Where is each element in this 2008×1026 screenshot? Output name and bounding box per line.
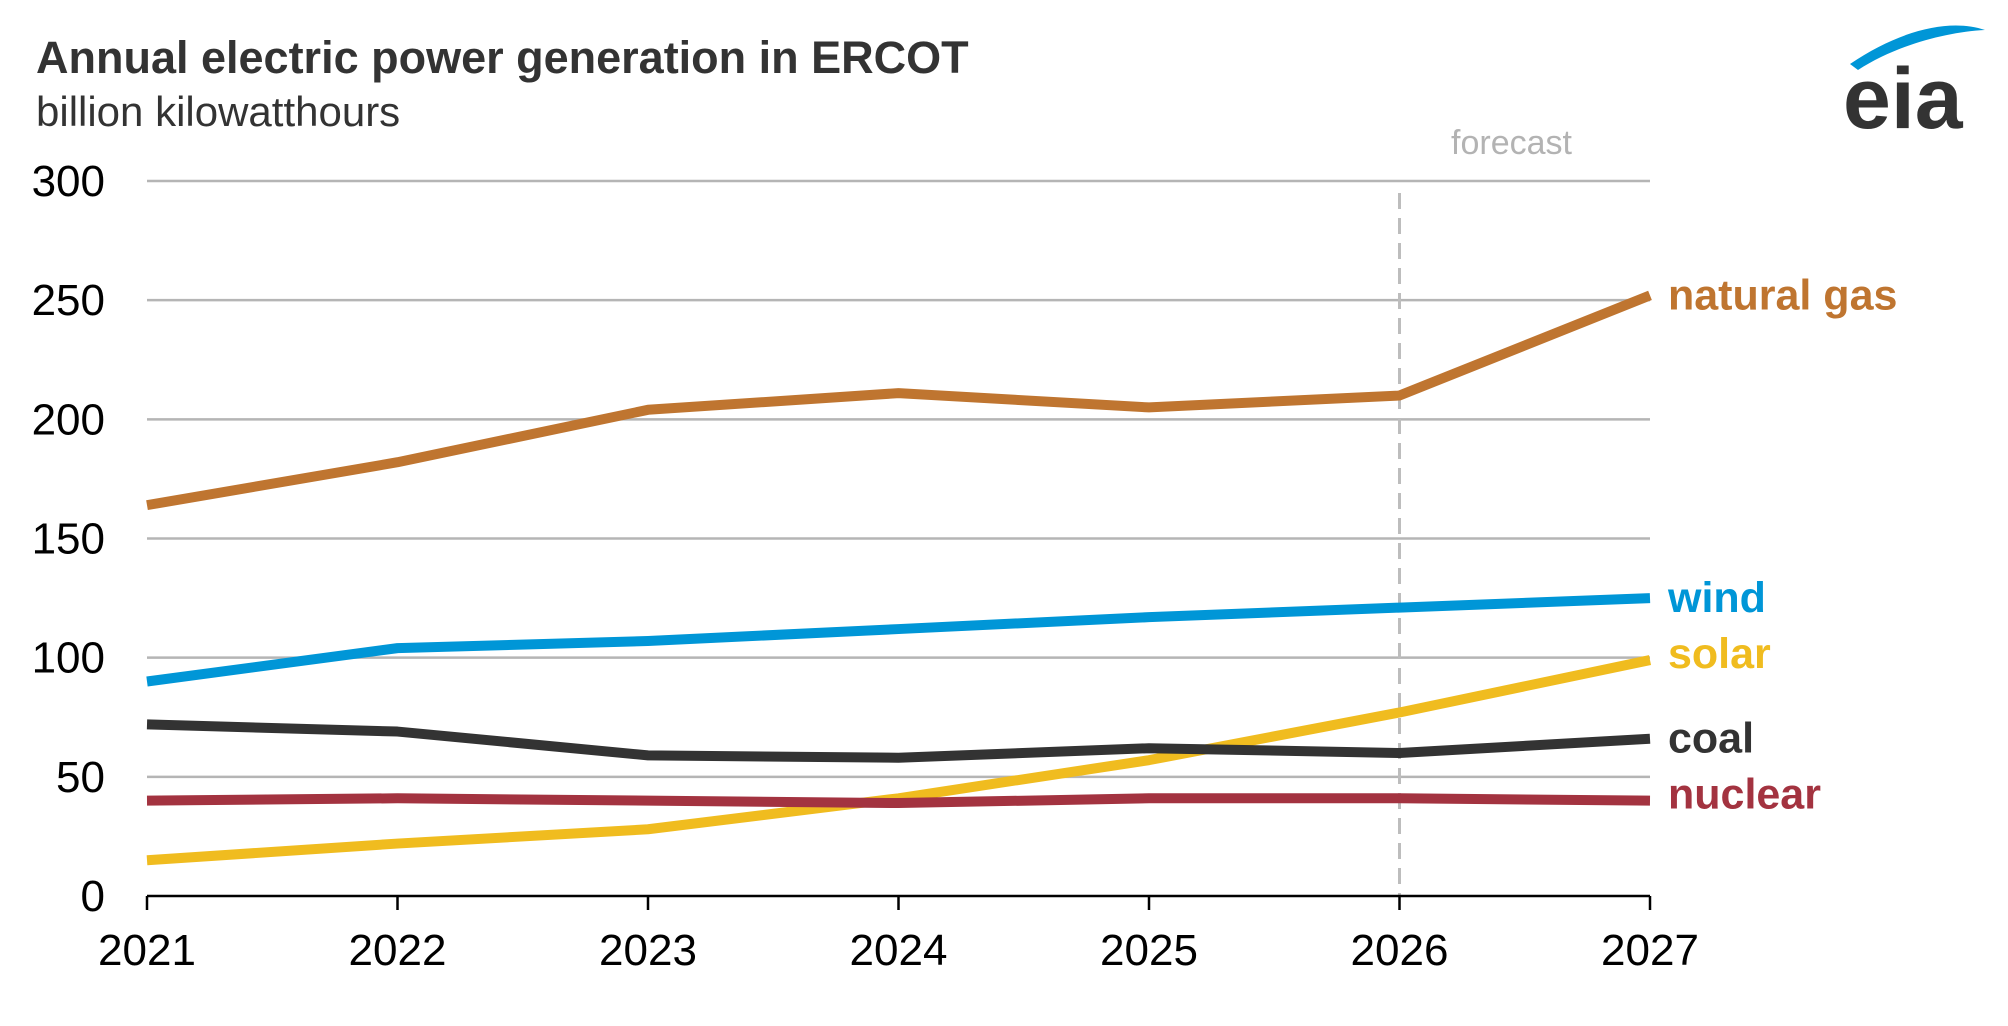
- series-label-wind: wind: [1667, 574, 1766, 622]
- series-lines: [146, 290, 1652, 866]
- series-label-coal: coal: [1668, 715, 1754, 763]
- series-line-coal: [146, 719, 1651, 763]
- eia-logo: eia: [1843, 25, 1985, 147]
- x-tick-label: 2022: [349, 926, 447, 975]
- series-label-natural-gas: natural gas: [1668, 271, 1897, 319]
- forecast-label: forecast: [1451, 124, 1572, 162]
- grid: [147, 179, 1650, 779]
- y-tick-label: 200: [32, 395, 105, 444]
- series-line-natural-gas: [146, 290, 1652, 511]
- y-tick-label: 100: [32, 634, 105, 683]
- y-tick-label: 150: [32, 515, 105, 564]
- x-tick-label: 2021: [98, 926, 196, 975]
- eia-logo-text: eia: [1843, 51, 1964, 147]
- x-tick-label: 2025: [1100, 926, 1198, 975]
- x-tick-label: 2024: [850, 926, 948, 975]
- y-axis: 0 50 100 150 200 250 300: [32, 157, 105, 921]
- series-line-nuclear: [146, 793, 1651, 809]
- series-line-wind: [146, 593, 1651, 687]
- y-tick-label: 0: [81, 872, 105, 921]
- chart-title: Annual electric power generation in ERCO…: [36, 32, 969, 83]
- series-labels: natural gas wind solar coal nuclear: [1667, 271, 1897, 818]
- x-tick-label: 2026: [1351, 926, 1449, 975]
- eia-swoosh-icon: [1850, 25, 1985, 70]
- y-tick-label: 50: [56, 753, 105, 802]
- series-label-solar: solar: [1668, 630, 1771, 678]
- chart-subtitle: billion kilowatthours: [36, 88, 400, 135]
- series-label-nuclear: nuclear: [1668, 771, 1821, 819]
- y-tick-label: 250: [32, 276, 105, 325]
- y-tick-label: 300: [32, 157, 105, 206]
- x-tick-label: 2027: [1601, 926, 1699, 975]
- x-tick-label: 2023: [599, 926, 697, 975]
- forecast-marker: forecast: [1398, 124, 1573, 896]
- x-axis: 2021 2022 2023 2024 2025 2026 2027: [98, 894, 1699, 975]
